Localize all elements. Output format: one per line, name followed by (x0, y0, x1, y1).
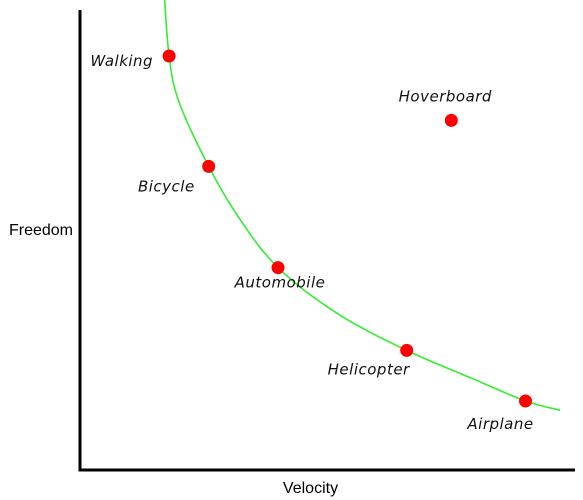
plot-area: Walking Bicycle Automobile Helicopter Airpla… (90, 0, 561, 433)
data-label-walking: Walking (90, 52, 153, 70)
x-axis-label: Velocity (283, 480, 338, 497)
data-point-automobile (271, 261, 285, 275)
data-label-bicycle: Bicycle (138, 177, 195, 195)
data-point-hoverboard (444, 113, 458, 127)
y-axis-label: Freedom (9, 222, 73, 239)
data-point-walking (162, 49, 176, 63)
data-label-hoverboard: Hoverboard (399, 87, 492, 105)
data-label-airplane: Airplane (466, 415, 533, 433)
trend-curve (163, 0, 561, 411)
data-point-bicycle (202, 159, 216, 173)
data-label-helicopter: Helicopter (328, 360, 410, 378)
data-label-automobile: Automobile (234, 274, 326, 292)
data-point-helicopter (400, 343, 414, 357)
data-point-airplane (519, 394, 532, 408)
